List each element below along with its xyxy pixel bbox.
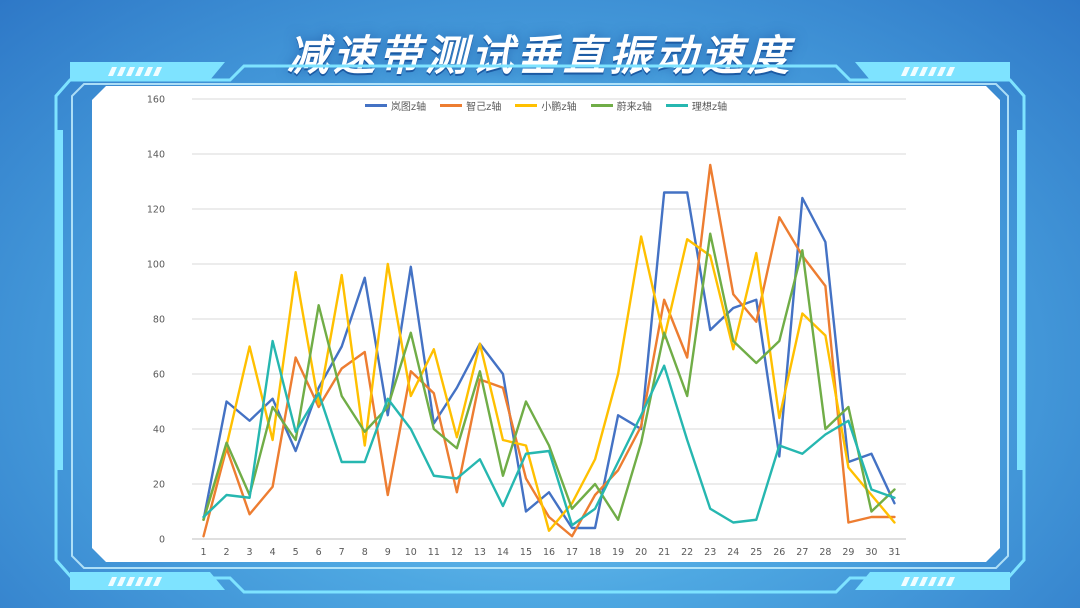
x-tick-label: 17 (566, 547, 578, 558)
x-tick-label: 26 (773, 547, 785, 558)
legend-item: 智己z轴 (440, 98, 501, 113)
y-tick-label: 160 (147, 95, 165, 106)
x-tick-label: 10 (405, 547, 417, 558)
x-tick-label: 22 (681, 547, 693, 558)
frame-stripe (910, 67, 919, 76)
frame-stripe (108, 67, 117, 76)
legend-swatch (665, 103, 688, 107)
legend-item: 蔚来z轴 (590, 98, 652, 113)
frame-stripe (901, 67, 910, 76)
x-tick-label: 31 (888, 547, 900, 558)
frame-stripe (153, 67, 162, 76)
legend-label: 岚图z轴 (390, 101, 427, 113)
frame-stripe (135, 577, 144, 586)
frame-stripe (126, 577, 135, 586)
frame-stripe (108, 577, 117, 586)
series-line-3 (202, 235, 896, 532)
x-tick-label: 21 (658, 547, 670, 558)
frame-stripe (144, 67, 153, 76)
x-tick-label: 11 (428, 547, 440, 558)
y-tick-label: 40 (153, 425, 165, 436)
series-line-4 (202, 232, 896, 521)
x-tick-label: 9 (385, 547, 391, 558)
x-tick-label: 12 (451, 547, 463, 558)
legend-swatch (364, 103, 387, 107)
legend-label: 蔚来z轴 (616, 101, 652, 113)
y-tick-label: 0 (159, 535, 165, 546)
series-line-1 (202, 191, 896, 530)
frame-stripe (910, 577, 919, 586)
x-tick-label: 2 (224, 547, 230, 558)
legend-item: 岚图z轴 (364, 98, 427, 113)
frame-stripe (153, 577, 162, 586)
legend-item: 小鹏z轴 (515, 98, 577, 113)
frame-stripe (946, 577, 955, 586)
y-tick-label: 140 (147, 150, 165, 161)
x-tick-label: 6 (316, 547, 322, 558)
x-tick-label: 13 (474, 547, 486, 558)
frame-stripe-accents (108, 67, 955, 586)
frame-stripe (928, 67, 937, 76)
x-tick-label: 14 (497, 547, 509, 558)
x-tick-label: 30 (865, 547, 877, 558)
legend-swatch (440, 103, 463, 107)
x-tick-label: 29 (842, 547, 854, 558)
y-tick-label: 60 (153, 370, 165, 381)
legend-item: 理想z轴 (665, 98, 728, 113)
frame-stripe (117, 67, 126, 76)
x-tick-label: 8 (362, 547, 368, 558)
x-tick-label: 7 (339, 547, 345, 558)
x-tick-label: 16 (543, 547, 555, 558)
x-tick-label: 4 (270, 547, 276, 558)
frame-stripe (919, 577, 928, 586)
frame-stripe (901, 577, 910, 586)
x-tick-label: 23 (704, 547, 716, 558)
frame-stripe (135, 67, 144, 76)
frame-stripe (946, 67, 955, 76)
frame-stripe (937, 67, 946, 76)
legend-label: 智己z轴 (466, 101, 502, 113)
legend-label: 理想z轴 (691, 101, 728, 113)
frame-stripe (928, 577, 937, 586)
x-tick-label: 5 (293, 547, 299, 558)
x-tick-label: 15 (520, 547, 532, 558)
y-tick-label: 20 (153, 480, 165, 491)
page-title: 减速带测试垂直振动速度 (286, 31, 793, 80)
y-tick-label: 100 (147, 260, 165, 271)
legend-swatch (515, 103, 538, 107)
frame-stripe (117, 577, 126, 586)
x-tick-label: 27 (796, 547, 808, 558)
frame-stripe (937, 577, 946, 586)
y-tick-label: 80 (153, 315, 165, 326)
frame-inner-border (71, 83, 1009, 569)
chart-legend: 岚图z轴 智己z轴 小鹏z轴 蔚来z轴 理想z轴 (92, 97, 1000, 113)
x-tick-label: 25 (750, 547, 762, 558)
x-tick-label: 19 (612, 547, 624, 558)
series-line-5 (202, 339, 896, 527)
x-tick-label: 24 (727, 547, 739, 558)
legend-swatch (590, 103, 613, 107)
series-line-2 (202, 163, 896, 538)
x-tick-label: 3 (247, 547, 253, 558)
legend-label: 小鹏z轴 (541, 101, 577, 113)
frame-stripe (919, 67, 928, 76)
x-tick-label: 20 (635, 547, 647, 558)
chart-panel: 0 20 40 60 80 100 120 140 160 1 2 3 4 5 6 7 8 9 10 11 12 13 14… (92, 86, 1000, 562)
x-tick-label: 18 (589, 547, 601, 558)
frame-stripe (144, 577, 153, 586)
x-tick-label: 1 (200, 547, 206, 558)
x-tick-label: 28 (819, 547, 831, 558)
y-tick-label: 120 (147, 205, 165, 216)
frame-stripe (126, 67, 135, 76)
